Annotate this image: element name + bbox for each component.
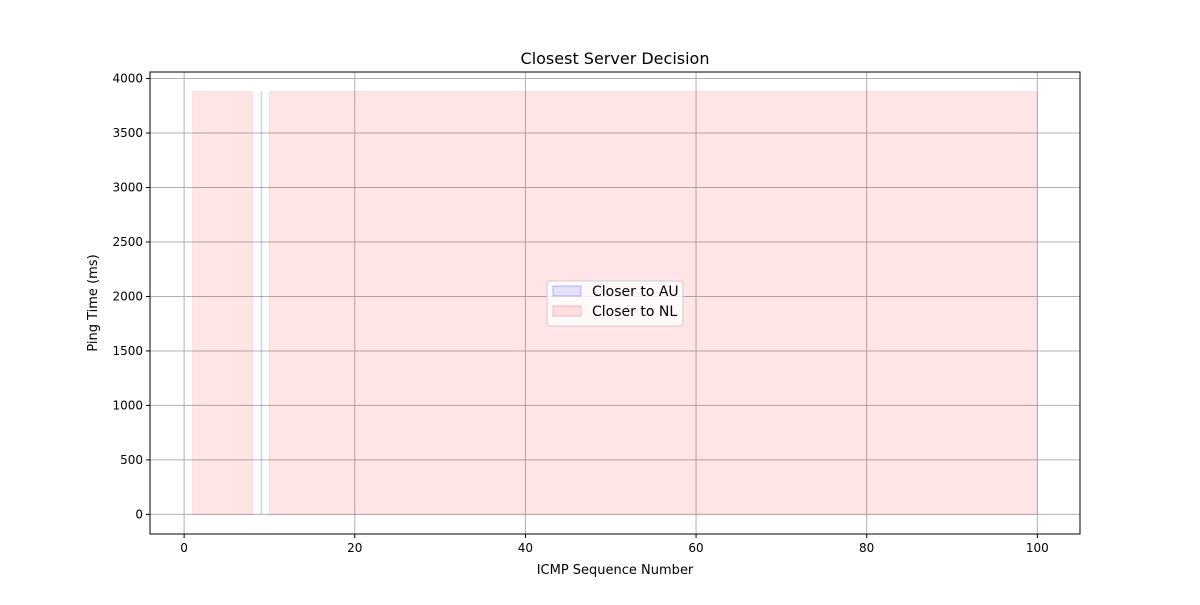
x-tick-label: 60 (688, 541, 703, 555)
y-tick-label: 1500 (112, 344, 143, 358)
y-tick-label: 3000 (112, 181, 143, 195)
y-tick-label: 4000 (112, 72, 143, 86)
x-tick-label: 0 (180, 541, 188, 555)
x-tick-label: 80 (859, 541, 874, 555)
legend-swatch-closer-to-nl (552, 305, 582, 317)
ticks-layer: 0 20 40 60 80 1000500100015002000250030003500… (112, 72, 1048, 555)
region-closer-to-au (260, 91, 263, 515)
x-axis-label: ICMP Sequence Number (537, 563, 694, 578)
x-tick-label: 100 (1026, 541, 1049, 555)
y-tick-label: 1000 (112, 398, 143, 412)
x-tick-label: 40 (518, 541, 533, 555)
regions-layer (192, 91, 1038, 515)
y-tick-label: 500 (120, 453, 143, 467)
y-tick-label: 2500 (112, 235, 143, 249)
region-closer-to-nl (192, 91, 253, 515)
y-axis-label: Ping Time (ms) (86, 254, 101, 351)
y-tick-label: 0 (135, 507, 143, 521)
legend-label-closer-to-au: Closer to AU (592, 284, 679, 300)
legend-box (546, 280, 684, 327)
y-tick-label: 3500 (112, 126, 143, 140)
chart-title: Closest Server Decision (521, 49, 710, 68)
legend-label-closer-to-nl: Closer to NL (592, 304, 677, 320)
grid-layer (150, 72, 1080, 534)
legend: Closer to AU Closer to NL (546, 280, 684, 327)
legend-swatch-closer-to-au (552, 285, 582, 297)
plot-frame (149, 71, 1081, 535)
x-tick-label: 20 (347, 541, 362, 555)
y-tick-label: 2000 (112, 289, 143, 303)
